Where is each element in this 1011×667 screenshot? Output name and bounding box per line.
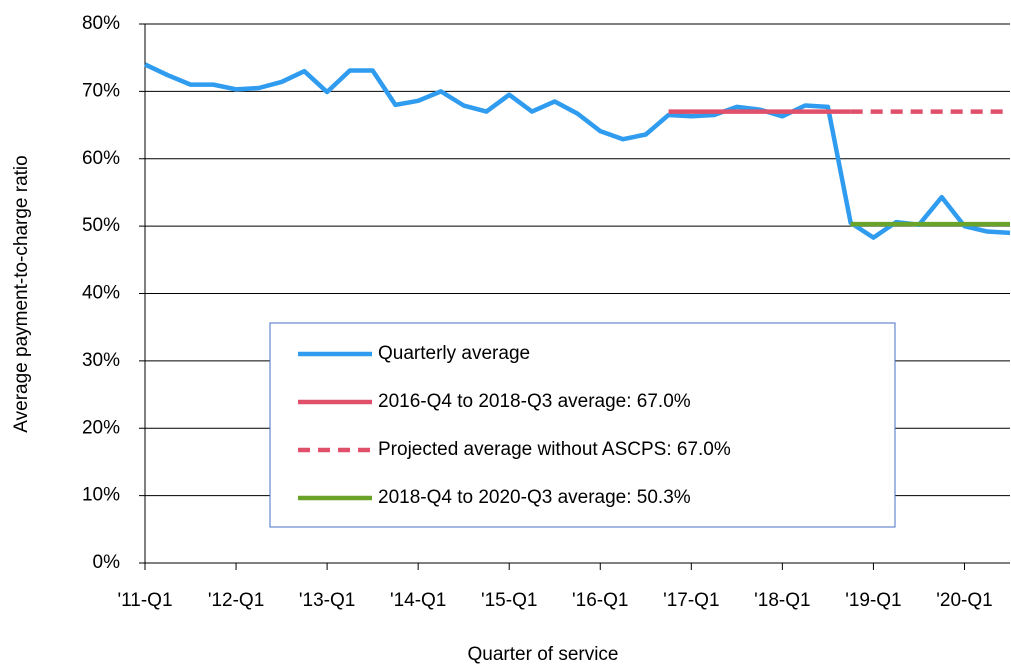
y-tick-label: 70%	[82, 80, 120, 101]
x-tick-label: '11-Q1	[117, 590, 172, 611]
x-tick-label: '16-Q1	[572, 590, 628, 611]
x-tick-label: '14-Q1	[390, 590, 446, 611]
x-axis-label: Quarter of service	[468, 644, 619, 665]
y-tick-label: 20%	[82, 417, 120, 438]
legend-label: Quarterly average	[378, 343, 530, 364]
x-tick-label: '17-Q1	[663, 590, 719, 611]
y-tick-label: 0%	[93, 552, 121, 573]
y-tick-label: 10%	[82, 485, 120, 506]
legend-label: 2018-Q4 to 2020-Q3 average: 50.3%	[378, 487, 691, 508]
x-tick-label: '19-Q1	[845, 590, 901, 611]
y-tick-label: 40%	[82, 283, 120, 304]
y-tick-label: 50%	[82, 215, 120, 236]
series-line	[144, 62, 1011, 240]
x-tick-label: '15-Q1	[481, 590, 537, 611]
x-tick-label: '13-Q1	[299, 590, 355, 611]
y-axis-label: Average payment-to-charge ratio	[11, 155, 32, 432]
y-tick-label: 80%	[82, 13, 120, 34]
y-tick-label: 60%	[82, 148, 120, 169]
legend-label: Projected average without ASCPS: 67.0%	[378, 439, 731, 460]
legend-label: 2016-Q4 to 2018-Q3 average: 67.0%	[378, 391, 691, 412]
x-tick-label: '12-Q1	[208, 590, 264, 611]
y-tick-label: 30%	[82, 350, 120, 371]
x-tick-label: '18-Q1	[754, 590, 810, 611]
x-tick-label: '20-Q1	[936, 590, 992, 611]
legend-box	[269, 322, 896, 528]
